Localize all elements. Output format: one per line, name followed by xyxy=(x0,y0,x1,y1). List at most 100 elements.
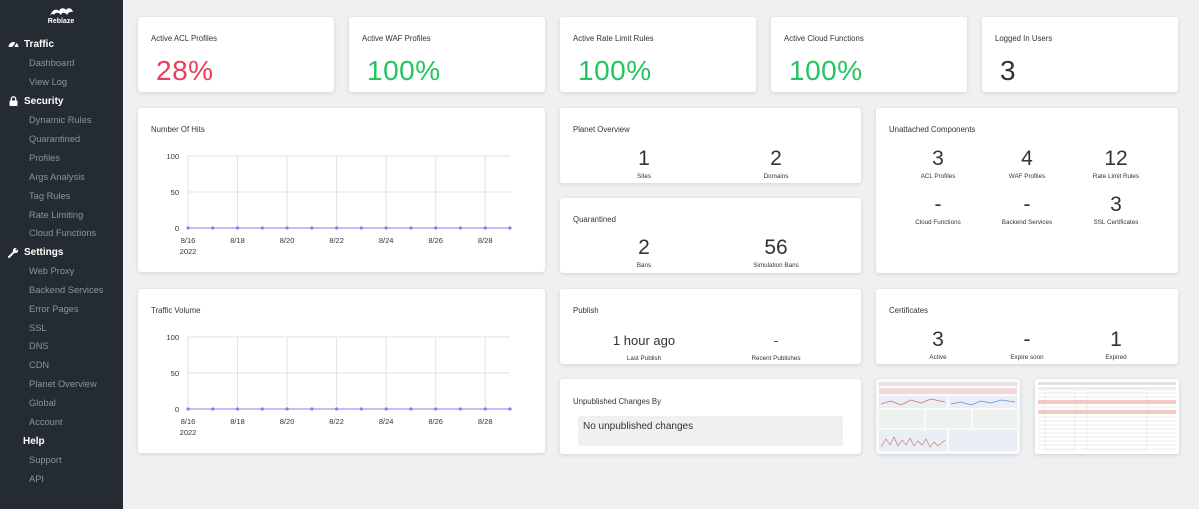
data-point xyxy=(211,407,215,411)
kpi-card-waf: Active WAF Profiles 100% xyxy=(349,17,545,92)
kpi-card-logged-in-users: Logged In Users 3 xyxy=(982,17,1178,92)
data-point xyxy=(285,226,289,230)
stat-value: 1 xyxy=(1110,328,1122,351)
sidebar-item-backend-services[interactable]: Backend Services xyxy=(29,285,104,295)
stat-value: 3 xyxy=(1110,193,1122,216)
unattached-components-card: Unattached Components 3 ACL Profiles 4 W… xyxy=(876,108,1178,273)
dashboard-main: Active ACL Profiles 28% Active WAF Profi… xyxy=(123,0,1199,509)
stat-label: Expired xyxy=(1105,354,1127,361)
sidebar-section-security[interactable]: Security xyxy=(7,94,63,108)
unpublished-message: No unpublished changes xyxy=(578,416,843,446)
sidebar-item-ssl[interactable]: SSL xyxy=(29,323,47,333)
y-tick-label: 0 xyxy=(175,224,179,233)
data-point xyxy=(458,407,463,411)
x-tick-label: 8/22 xyxy=(329,236,344,245)
data-point xyxy=(260,226,264,230)
stat-bans: 2 Bans xyxy=(594,236,694,270)
sidebar-item-error-pages[interactable]: Error Pages xyxy=(29,304,79,314)
sidebar-item-dashboard[interactable]: Dashboard xyxy=(29,58,75,68)
stat-value: - xyxy=(1023,193,1031,216)
x-tick-label: 8/26 xyxy=(428,417,443,426)
data-point xyxy=(434,407,438,411)
sidebar-item-dns[interactable]: DNS xyxy=(29,341,49,351)
gauge-icon xyxy=(7,38,19,50)
stat-expired: 1 Expired xyxy=(1066,328,1166,362)
x-tick-label: 8/20 xyxy=(280,417,295,426)
log-preview-image xyxy=(1035,379,1179,454)
kpi-card-acl: Active ACL Profiles 28% xyxy=(138,17,334,92)
sidebar-item-rate-limiting[interactable]: Rate Limiting xyxy=(29,210,84,220)
sidebar-section-help[interactable]: Help xyxy=(23,434,45,448)
stat-label: Backend Services xyxy=(1001,219,1053,226)
data-point xyxy=(211,226,215,230)
card-title: Unattached Components xyxy=(889,125,976,134)
card-title: Planet Overview xyxy=(573,125,630,134)
sidebar-item-cloud-functions[interactable]: Cloud Functions xyxy=(29,228,97,238)
stat-active: 3 Active xyxy=(888,329,988,362)
kpi-value: 100% xyxy=(367,55,441,86)
y-tick-label: 100 xyxy=(166,152,179,161)
sidebar-item-profiles[interactable]: Profiles xyxy=(29,153,61,163)
stat-value: - xyxy=(1023,328,1031,351)
data-point xyxy=(310,226,314,230)
stat-value: 1 hour ago xyxy=(612,333,676,348)
sidebar-item-planet-overview[interactable]: Planet Overview xyxy=(29,379,97,389)
stat-simulation-bans: 56 Simulation Bans xyxy=(726,237,826,270)
sidebar-item-account[interactable]: Account xyxy=(29,417,63,427)
stat-label: Rate Limit Rules xyxy=(1092,173,1140,180)
stat-value: 4 xyxy=(1021,147,1033,170)
data-point xyxy=(409,226,413,230)
sidebar-item-web-proxy[interactable]: Web Proxy xyxy=(29,266,75,276)
sidebar-item-tag-rules[interactable]: Tag Rules xyxy=(29,191,71,201)
sidebar-item-args-analysis[interactable]: Args Analysis xyxy=(29,172,85,182)
dashboard-preview-thumbnail[interactable] xyxy=(876,379,1020,454)
kpi-card-rate-limit: Active Rate Limit Rules 100% xyxy=(560,17,756,92)
sidebar-section-settings[interactable]: Settings xyxy=(7,245,63,259)
stat-label: Simulation Bans xyxy=(753,262,799,269)
stat-value: 2 xyxy=(770,147,782,170)
stat-backend-services: - Backend Services xyxy=(977,193,1077,227)
kpi-title: Active ACL Profiles xyxy=(151,34,218,43)
x-tick-label: 8/28 xyxy=(478,417,493,426)
unpublished-changes-card: Unpublished Changes By No unpublished ch… xyxy=(560,379,861,454)
data-point xyxy=(186,407,190,411)
stat-value: 3 xyxy=(932,147,944,170)
stat-rate-limit-rules: 12 Rate Limit Rules xyxy=(1066,148,1166,181)
sidebar-item-support[interactable]: Support xyxy=(29,455,62,465)
data-point xyxy=(310,407,314,411)
log-preview-thumbnail[interactable] xyxy=(1035,379,1179,454)
x-tick-label: 8/24 xyxy=(379,417,394,426)
reblaze-logo[interactable]: Reblaze xyxy=(44,6,78,25)
x-tick-label: 8/28 xyxy=(478,236,493,245)
kpi-value: 3 xyxy=(1000,55,1017,86)
sidebar-item-dynamic-rules[interactable]: Dynamic Rules xyxy=(29,115,92,125)
sidebar-item-api[interactable]: API xyxy=(29,474,44,484)
sidebar-section-traffic[interactable]: Traffic xyxy=(7,37,54,51)
kpi-value: 100% xyxy=(578,55,652,86)
chart-title: Traffic Volume xyxy=(151,306,201,315)
traffic-volume-chart: 0 50 100 8/16 8/18 8/20 8/22 8/24 8/26 8/28 2022 xyxy=(166,333,512,437)
lock-icon xyxy=(7,95,19,107)
data-point xyxy=(483,407,487,411)
dashboard-preview-image xyxy=(876,379,1020,454)
sidebar-item-quarantined[interactable]: Quarantined xyxy=(29,134,81,144)
quarantined-card: Quarantined 2 Bans 56 Simulation Bans xyxy=(560,198,861,273)
sidebar: Reblaze Traffic Dashboard View Log Secur… xyxy=(0,0,123,509)
sidebar-section-label: Settings xyxy=(24,246,64,258)
stat-expire-soon: - Expire soon xyxy=(977,328,1077,362)
kpi-value: 100% xyxy=(789,55,863,86)
x-year-label: 2022 xyxy=(180,247,197,256)
data-point xyxy=(409,407,413,411)
chart-card-traffic-volume: Traffic Volume 0 50 100 8/16 8/18 8/20 8/22 8/2… xyxy=(138,289,545,453)
sidebar-item-global[interactable]: Global xyxy=(29,398,56,408)
sidebar-item-cdn[interactable]: CDN xyxy=(29,360,50,370)
publish-card: Publish 1 hour ago Last Publish - Recent… xyxy=(560,289,861,364)
sidebar-item-view-log[interactable]: View Log xyxy=(29,77,68,87)
stat-value: 2 xyxy=(638,236,650,259)
stat-recent-publishes: - Recent Publishes xyxy=(726,330,826,362)
stat-label: Recent Publishes xyxy=(751,355,801,362)
x-tick-label: 8/22 xyxy=(329,417,344,426)
x-tick-label: 8/26 xyxy=(428,236,443,245)
stat-label: SSL Certificates xyxy=(1093,219,1139,226)
hits-chart: 0 50 100 8/16 8/18 8/20 8/22 8/24 8/26 8/28 2022 xyxy=(166,152,512,256)
